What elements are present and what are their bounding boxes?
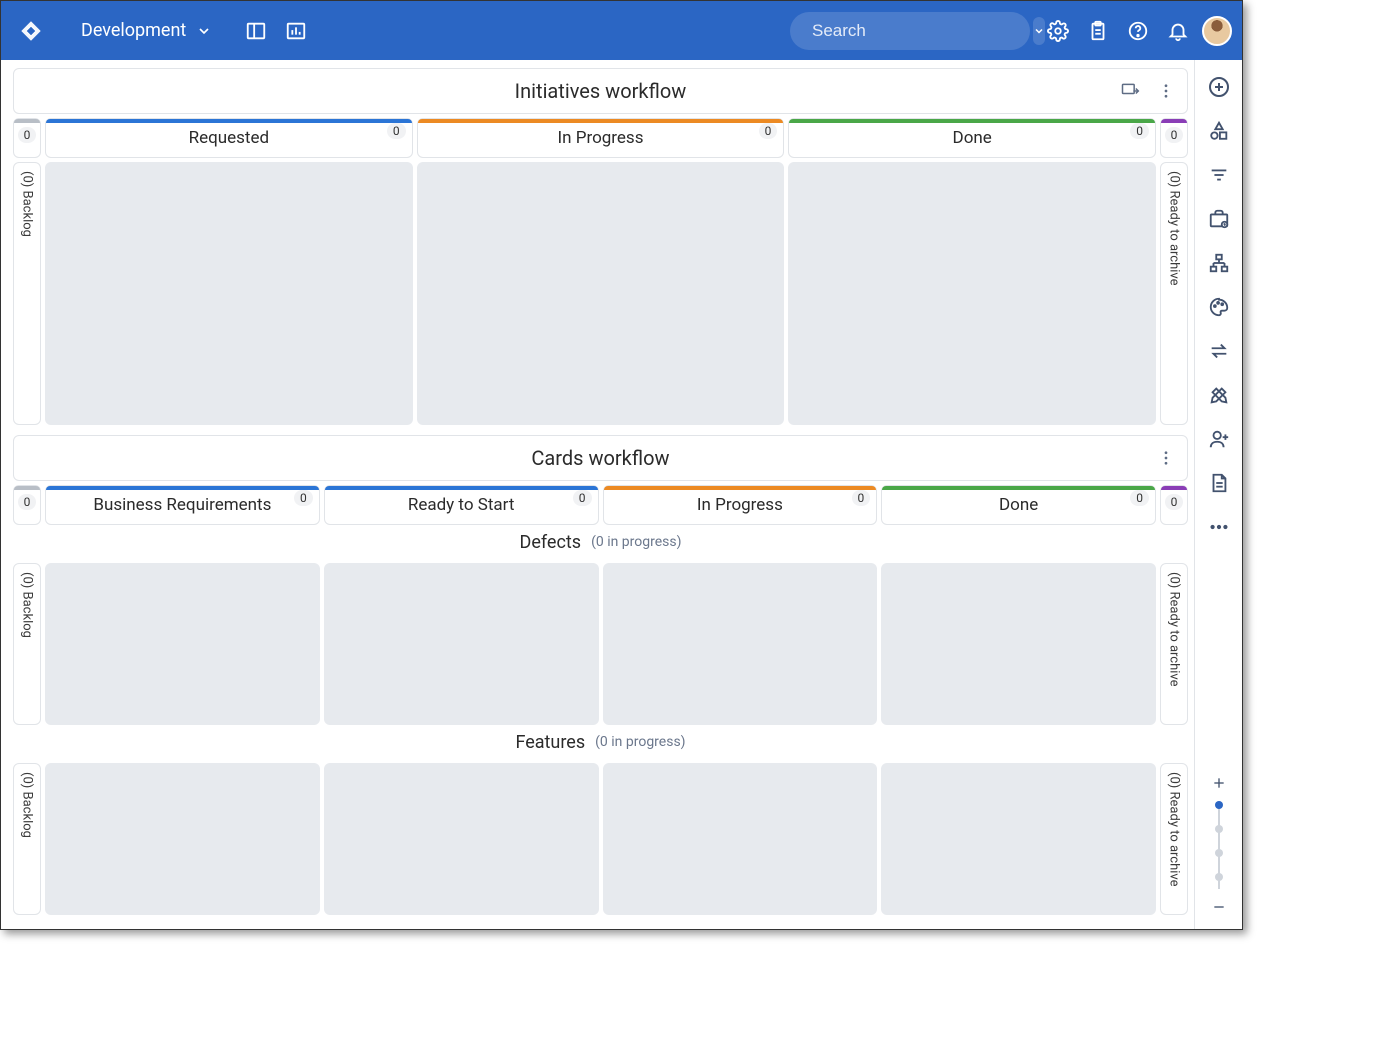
swap-icon[interactable] xyxy=(1206,338,1232,364)
shapes-icon[interactable] xyxy=(1206,118,1232,144)
workflow-config-icon[interactable] xyxy=(1119,80,1141,102)
filter-icon[interactable] xyxy=(1206,162,1232,188)
board-cell[interactable] xyxy=(45,563,320,725)
column-header[interactable]: Business Requirements 0 xyxy=(45,485,320,525)
swimlane-sublabel: (0 in progress) xyxy=(595,734,685,750)
column-count: 0 xyxy=(1130,490,1149,506)
column-header[interactable]: Done 0 xyxy=(788,118,1156,158)
column-count: 0 xyxy=(759,123,778,139)
swimlane-header[interactable]: Features (0 in progress) xyxy=(13,725,1188,759)
column-header[interactable]: Ready to Start 0 xyxy=(324,485,599,525)
board-cell[interactable] xyxy=(324,563,599,725)
workflow-title-bar: Initiatives workflow xyxy=(13,68,1188,114)
board-cell[interactable] xyxy=(603,563,878,725)
archive-column-header[interactable]: 0 xyxy=(1160,118,1188,158)
zoom-out-icon[interactable] xyxy=(1211,899,1227,915)
column-header[interactable]: Requested 0 xyxy=(45,118,413,158)
column-label: Ready to Start xyxy=(408,495,515,515)
backlog-count: 0 xyxy=(18,127,36,143)
archive-side-label: (0) Ready to archive xyxy=(1167,772,1182,887)
backlog-swimlane-side[interactable]: (0) Backlog xyxy=(13,162,41,425)
workflow-title: Initiatives workflow xyxy=(515,79,687,103)
briefcase-icon[interactable] xyxy=(1206,206,1232,232)
column-header[interactable]: Done 0 xyxy=(881,485,1156,525)
app-logo[interactable] xyxy=(11,11,51,51)
board-cell[interactable] xyxy=(881,563,1156,725)
backlog-swimlane-side[interactable]: (0) Backlog xyxy=(13,763,41,915)
top-navbar: Development xyxy=(1,1,1242,60)
workflow-more-icon[interactable] xyxy=(1155,447,1177,469)
backlog-count: 0 xyxy=(18,494,36,510)
workspace-selector[interactable]: Development xyxy=(81,20,212,41)
zoom-in-icon[interactable] xyxy=(1211,775,1227,791)
archive-column-header[interactable]: 0 xyxy=(1160,485,1188,525)
board-cell[interactable] xyxy=(788,162,1156,425)
column-label: In Progress xyxy=(558,128,644,148)
search-box[interactable] xyxy=(790,12,1030,50)
board-cell[interactable] xyxy=(324,763,599,915)
swimlane-header[interactable]: Defects (0 in progress) xyxy=(13,525,1188,559)
column-count: 0 xyxy=(852,490,871,506)
more-horizontal-icon[interactable] xyxy=(1206,514,1232,540)
workspace-name: Development xyxy=(81,20,186,41)
notifications-icon[interactable] xyxy=(1158,11,1198,51)
initiatives-workflow: Initiatives workflow 0 Requested 0 In xyxy=(13,68,1188,425)
column-count: 0 xyxy=(387,123,406,139)
column-label: Business Requirements xyxy=(93,495,271,515)
settings-icon[interactable] xyxy=(1038,11,1078,51)
zoom-control[interactable] xyxy=(1211,775,1227,929)
archive-swimlane-side[interactable]: (0) Ready to archive xyxy=(1160,162,1188,425)
column-count: 0 xyxy=(294,490,313,506)
backlog-column-header[interactable]: 0 xyxy=(13,485,41,525)
document-icon[interactable] xyxy=(1206,470,1232,496)
workflow-title: Cards workflow xyxy=(531,446,669,470)
column-count: 0 xyxy=(1130,123,1149,139)
search-input[interactable] xyxy=(812,21,1033,41)
backlog-side-label: (0) Backlog xyxy=(20,572,35,638)
swimlane-label: Defects xyxy=(520,532,582,553)
archive-count: 0 xyxy=(1165,127,1183,143)
archive-side-label: (0) Ready to archive xyxy=(1167,171,1182,286)
swimlane-label: Features xyxy=(515,732,585,753)
palette-icon[interactable] xyxy=(1206,294,1232,320)
cards-workflow: Cards workflow 0 Business Requirements 0… xyxy=(13,435,1188,915)
backlog-side-label: (0) Backlog xyxy=(20,772,35,838)
backlog-swimlane-side[interactable]: (0) Backlog xyxy=(13,563,41,725)
user-avatar[interactable] xyxy=(1202,16,1232,46)
archive-count: 0 xyxy=(1165,494,1183,510)
archive-swimlane-side[interactable]: (0) Ready to archive xyxy=(1160,563,1188,725)
column-count: 0 xyxy=(573,490,592,506)
board-view-icon[interactable] xyxy=(236,11,276,51)
archive-swimlane-side[interactable]: (0) Ready to archive xyxy=(1160,763,1188,915)
board-cell[interactable] xyxy=(45,763,320,915)
clipboard-icon[interactable] xyxy=(1078,11,1118,51)
add-user-icon[interactable] xyxy=(1206,426,1232,452)
right-rail xyxy=(1194,60,1242,929)
backlog-column-header[interactable]: 0 xyxy=(13,118,41,158)
board-area: Initiatives workflow 0 Requested 0 In xyxy=(1,60,1194,929)
zoom-slider[interactable] xyxy=(1218,801,1220,889)
column-label: Done xyxy=(999,495,1038,515)
swimlane-sublabel: (0 in progress) xyxy=(591,534,681,550)
hierarchy-icon[interactable] xyxy=(1206,250,1232,276)
board-cell[interactable] xyxy=(881,763,1156,915)
board-cell[interactable] xyxy=(603,763,878,915)
column-header[interactable]: In Progress 0 xyxy=(417,118,785,158)
column-header[interactable]: In Progress 0 xyxy=(603,485,878,525)
board-cell[interactable] xyxy=(45,162,413,425)
board-cell[interactable] xyxy=(417,162,785,425)
add-card-icon[interactable] xyxy=(1206,74,1232,100)
help-icon[interactable] xyxy=(1118,11,1158,51)
archive-side-label: (0) Ready to archive xyxy=(1167,572,1182,687)
column-label: Requested xyxy=(189,128,269,148)
workflow-title-bar: Cards workflow xyxy=(13,435,1188,481)
column-label: In Progress xyxy=(697,495,783,515)
backlog-side-label: (0) Backlog xyxy=(20,171,35,237)
analytics-view-icon[interactable] xyxy=(276,11,316,51)
design-tools-icon[interactable] xyxy=(1206,382,1232,408)
column-label: Done xyxy=(953,128,992,148)
workflow-more-icon[interactable] xyxy=(1155,80,1177,102)
